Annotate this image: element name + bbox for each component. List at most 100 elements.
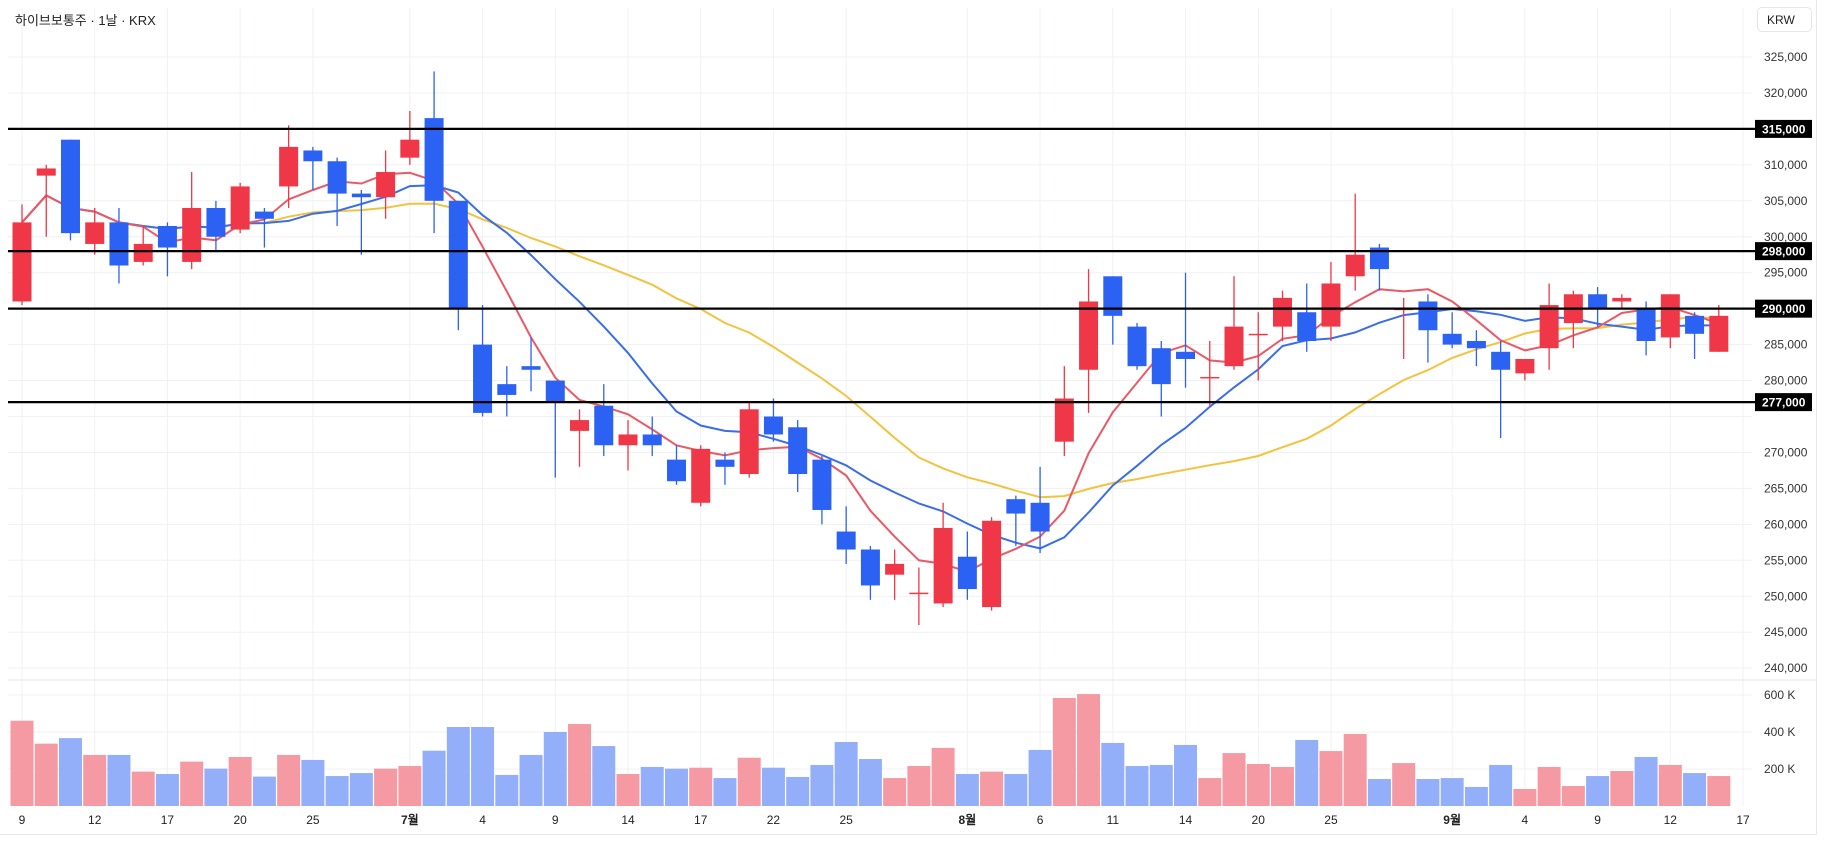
candle-body[interactable] bbox=[448, 200, 468, 309]
candle-body[interactable] bbox=[642, 434, 662, 446]
date-tick-label: 20 bbox=[233, 813, 247, 827]
volume-bar bbox=[1683, 773, 1707, 806]
candle-body[interactable] bbox=[739, 409, 759, 475]
candle-body[interactable] bbox=[1079, 301, 1099, 370]
volume-bar bbox=[204, 768, 228, 806]
candle-body[interactable] bbox=[12, 222, 32, 302]
candle-body[interactable] bbox=[1248, 333, 1268, 336]
level-price-tag bbox=[1755, 242, 1812, 261]
candle-body[interactable] bbox=[1709, 315, 1729, 352]
candle-body[interactable] bbox=[1054, 398, 1074, 442]
date-tick-label: 6 bbox=[1037, 813, 1044, 827]
volume-bar bbox=[107, 754, 131, 806]
candle-body[interactable] bbox=[230, 186, 250, 230]
candle-body[interactable] bbox=[182, 207, 202, 262]
candle-body[interactable] bbox=[812, 459, 832, 510]
candle-body[interactable] bbox=[666, 459, 686, 482]
candle-body[interactable] bbox=[1369, 247, 1389, 270]
candle-body[interactable] bbox=[327, 161, 347, 194]
candle-body[interactable] bbox=[1588, 294, 1608, 309]
price-tick-label: 280,000 bbox=[1764, 374, 1808, 388]
candle-body[interactable] bbox=[933, 527, 953, 604]
date-tick-label: 11 bbox=[1107, 813, 1120, 827]
candle-body[interactable] bbox=[545, 380, 565, 403]
candle-body[interactable] bbox=[1176, 351, 1196, 359]
candle-body[interactable] bbox=[1006, 499, 1026, 514]
volume-bar bbox=[252, 776, 276, 806]
candle-body[interactable] bbox=[1685, 315, 1705, 334]
candle-body[interactable] bbox=[982, 520, 1002, 608]
candle-body[interactable] bbox=[473, 344, 493, 413]
chart-title: 하이브보통주 · 1날 · KRX bbox=[15, 13, 156, 28]
price-tick-label: 310,000 bbox=[1764, 158, 1808, 172]
candle-body[interactable] bbox=[1272, 297, 1292, 327]
date-tick-label: 17 bbox=[694, 813, 708, 827]
candle-body[interactable] bbox=[351, 193, 371, 198]
price-tick-label: 300,000 bbox=[1764, 230, 1808, 244]
volume-bar bbox=[131, 771, 155, 806]
candle-body[interactable] bbox=[1345, 254, 1365, 277]
candle-body[interactable] bbox=[570, 420, 590, 431]
candle-body[interactable] bbox=[763, 416, 783, 435]
price-tick-label: 255,000 bbox=[1764, 553, 1808, 567]
candle-body[interactable] bbox=[594, 405, 614, 446]
level-price-label: 290,000 bbox=[1762, 302, 1806, 316]
candle-body[interactable] bbox=[860, 549, 880, 586]
candle-body[interactable] bbox=[60, 139, 80, 234]
candle-body[interactable] bbox=[521, 366, 541, 370]
candle-body[interactable] bbox=[715, 459, 735, 467]
candle-body[interactable] bbox=[1224, 326, 1244, 367]
candle-body[interactable] bbox=[133, 243, 153, 262]
candle-body[interactable] bbox=[206, 207, 226, 237]
candle-body[interactable] bbox=[1103, 276, 1123, 316]
candle-body[interactable] bbox=[400, 139, 420, 158]
candle-body[interactable] bbox=[36, 168, 56, 176]
candle-body[interactable] bbox=[836, 531, 856, 550]
price-tick-label: 325,000 bbox=[1764, 50, 1808, 64]
candle-body[interactable] bbox=[1030, 502, 1050, 532]
candle-body[interactable] bbox=[618, 434, 638, 446]
candle-body[interactable] bbox=[1636, 308, 1656, 342]
candle-body[interactable] bbox=[1660, 294, 1680, 338]
candle-body[interactable] bbox=[1442, 333, 1462, 345]
candle-body[interactable] bbox=[691, 448, 711, 503]
candle-body[interactable] bbox=[1127, 326, 1147, 367]
candle-body[interactable] bbox=[1539, 305, 1559, 349]
candle-body[interactable] bbox=[424, 118, 444, 201]
volume-bar bbox=[689, 767, 713, 806]
candle-body[interactable] bbox=[885, 563, 905, 575]
candle-body[interactable] bbox=[1321, 283, 1341, 327]
price-tick-label: 305,000 bbox=[1764, 194, 1808, 208]
volume-bar bbox=[761, 767, 785, 806]
volume-bar bbox=[907, 766, 931, 806]
candle-body[interactable] bbox=[279, 146, 299, 187]
candle-body[interactable] bbox=[254, 211, 274, 219]
candle-body[interactable] bbox=[1151, 348, 1171, 385]
volume-bar bbox=[1416, 778, 1440, 806]
volume-bar bbox=[1707, 776, 1731, 806]
candle-body[interactable] bbox=[957, 556, 977, 590]
candle-body[interactable] bbox=[376, 172, 396, 198]
candle-body[interactable] bbox=[157, 225, 177, 248]
candle-body[interactable] bbox=[909, 592, 929, 595]
price-tick-label: 245,000 bbox=[1764, 625, 1808, 639]
candle-body[interactable] bbox=[1491, 351, 1511, 370]
candle-body[interactable] bbox=[85, 222, 105, 244]
candle-body[interactable] bbox=[109, 222, 129, 266]
candle-body[interactable] bbox=[788, 427, 808, 475]
currency-selector-button[interactable]: KRW bbox=[1757, 7, 1812, 32]
candle-body[interactable] bbox=[1515, 358, 1535, 374]
volume-bar bbox=[1658, 764, 1682, 806]
volume-bar bbox=[786, 776, 810, 806]
level-price-label: 315,000 bbox=[1762, 122, 1806, 136]
candle-body[interactable] bbox=[1466, 341, 1486, 349]
candle-body[interactable] bbox=[497, 384, 517, 395]
candle-body[interactable] bbox=[1297, 312, 1317, 342]
volume-bar bbox=[34, 743, 58, 806]
candle-body[interactable] bbox=[1418, 301, 1438, 331]
candle-body[interactable] bbox=[1612, 297, 1632, 302]
volume-bar bbox=[374, 768, 398, 806]
candle-body[interactable] bbox=[1200, 376, 1220, 379]
candle-body[interactable] bbox=[303, 150, 323, 162]
